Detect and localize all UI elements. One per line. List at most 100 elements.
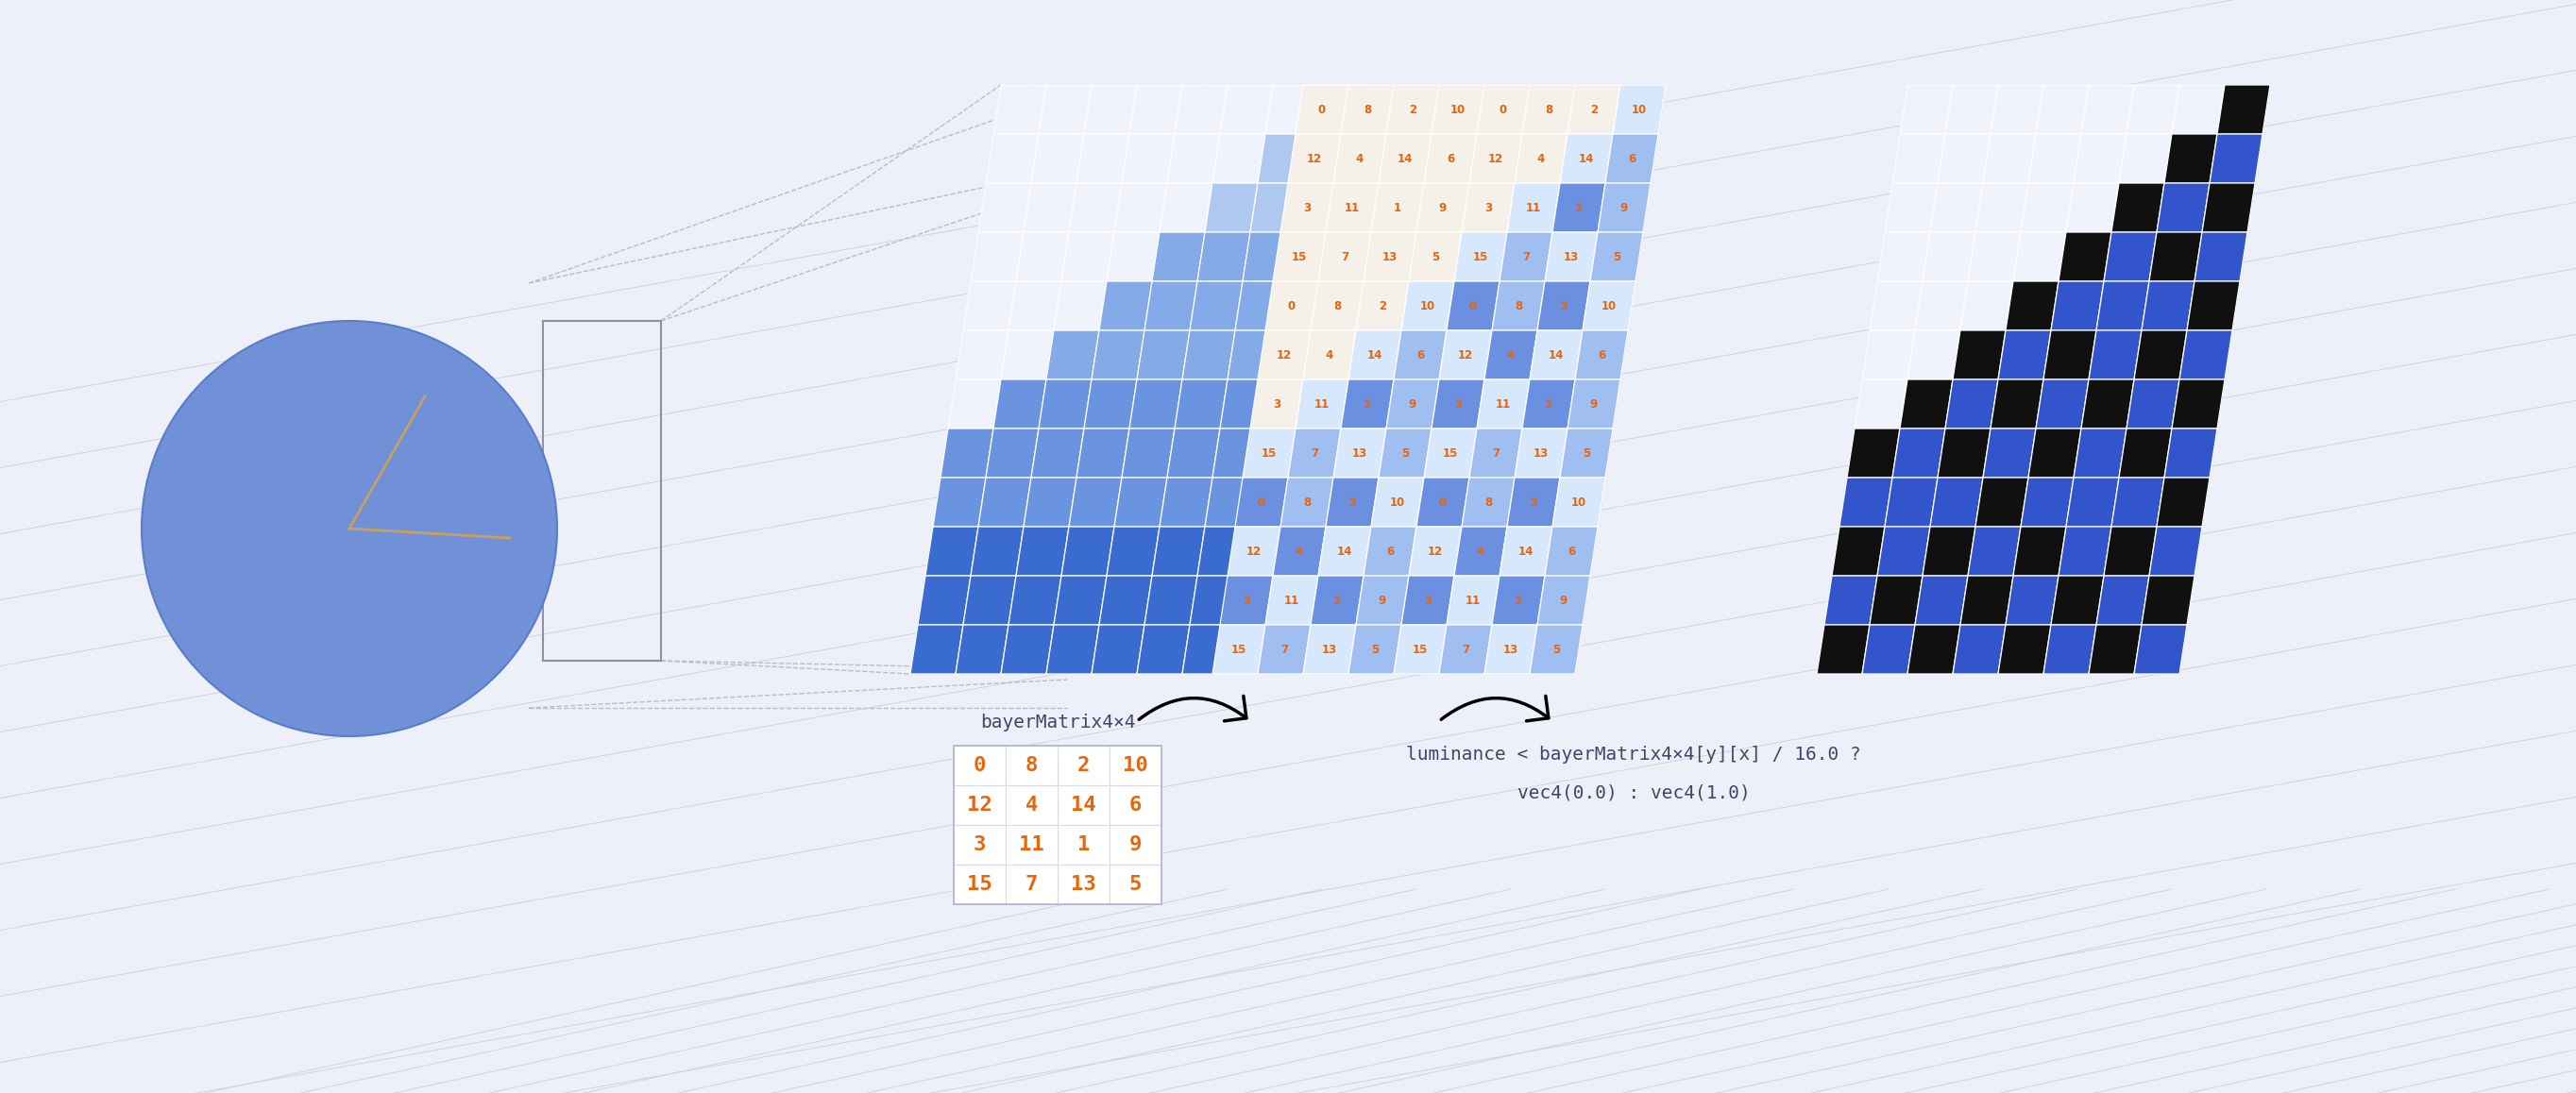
Polygon shape <box>1546 527 1597 576</box>
Polygon shape <box>1929 184 1984 232</box>
Polygon shape <box>1303 134 1355 184</box>
Polygon shape <box>2112 184 2164 232</box>
Polygon shape <box>1862 330 1914 379</box>
Polygon shape <box>1265 379 1319 428</box>
Text: 9: 9 <box>1409 398 1417 410</box>
Text: 5: 5 <box>1432 250 1440 263</box>
Polygon shape <box>1546 232 1597 281</box>
Polygon shape <box>1484 330 1538 379</box>
Polygon shape <box>2105 232 2156 281</box>
Polygon shape <box>1334 428 1386 478</box>
Polygon shape <box>1273 527 1327 576</box>
Polygon shape <box>2058 527 2112 576</box>
Polygon shape <box>1319 232 1370 281</box>
Text: 12: 12 <box>966 796 992 814</box>
Polygon shape <box>1100 576 1151 625</box>
Polygon shape <box>1100 281 1151 330</box>
Polygon shape <box>1077 134 1128 184</box>
Polygon shape <box>1213 428 1265 478</box>
Text: 8: 8 <box>1515 299 1522 312</box>
Polygon shape <box>1108 232 1159 281</box>
Polygon shape <box>1265 576 1319 625</box>
Polygon shape <box>1425 134 1476 184</box>
Polygon shape <box>1108 527 1159 576</box>
Polygon shape <box>1461 184 1515 232</box>
Polygon shape <box>1221 379 1273 428</box>
Polygon shape <box>1968 527 2020 576</box>
Text: 8: 8 <box>1546 104 1553 116</box>
Polygon shape <box>1914 281 1968 330</box>
Polygon shape <box>1484 330 1538 379</box>
Polygon shape <box>1084 379 1136 428</box>
Text: 4: 4 <box>1025 796 1038 814</box>
Polygon shape <box>2043 330 2097 379</box>
Text: 11: 11 <box>1497 398 1512 410</box>
Polygon shape <box>1440 625 1492 674</box>
Text: 1: 1 <box>1334 595 1342 607</box>
Text: 15: 15 <box>1291 250 1306 263</box>
Polygon shape <box>1862 330 1914 379</box>
Polygon shape <box>2202 184 2254 232</box>
Text: 7: 7 <box>1280 644 1288 656</box>
Text: 1: 1 <box>1394 201 1401 214</box>
Text: 14: 14 <box>1368 349 1383 361</box>
Polygon shape <box>1597 184 1651 232</box>
Polygon shape <box>2097 281 2148 330</box>
FancyArrowPatch shape <box>1139 696 1247 721</box>
Polygon shape <box>1440 330 1492 379</box>
Polygon shape <box>979 184 1030 232</box>
Polygon shape <box>1922 527 1976 576</box>
Polygon shape <box>2089 625 2141 674</box>
Polygon shape <box>1522 379 1574 428</box>
Polygon shape <box>1953 330 2007 379</box>
Polygon shape <box>1893 428 1945 478</box>
Polygon shape <box>1288 232 1342 281</box>
Polygon shape <box>1327 184 1378 232</box>
Polygon shape <box>1401 281 1455 330</box>
Polygon shape <box>1855 379 1906 428</box>
Polygon shape <box>1159 478 1213 527</box>
Polygon shape <box>1249 379 1303 428</box>
Polygon shape <box>2128 379 2179 428</box>
Polygon shape <box>1945 379 1999 428</box>
Text: 7: 7 <box>1522 250 1530 263</box>
Text: 9: 9 <box>1620 201 1628 214</box>
Text: 14: 14 <box>1396 152 1412 165</box>
Polygon shape <box>1167 134 1221 184</box>
Polygon shape <box>1984 428 2035 478</box>
Polygon shape <box>1538 281 1589 330</box>
Polygon shape <box>948 379 1002 428</box>
Polygon shape <box>2066 478 2120 527</box>
Polygon shape <box>1265 576 1319 625</box>
Polygon shape <box>2105 232 2156 281</box>
Polygon shape <box>2007 576 2058 625</box>
Polygon shape <box>987 428 1038 478</box>
Polygon shape <box>1206 478 1257 527</box>
Bar <box>953 825 1005 865</box>
Polygon shape <box>1893 428 1945 478</box>
Polygon shape <box>1492 576 1546 625</box>
Polygon shape <box>1038 379 1092 428</box>
Polygon shape <box>2035 379 2089 428</box>
Polygon shape <box>1569 379 1620 428</box>
Polygon shape <box>1878 527 1929 576</box>
Polygon shape <box>1221 576 1273 625</box>
Polygon shape <box>1386 379 1440 428</box>
Polygon shape <box>1234 478 1288 527</box>
Polygon shape <box>909 625 963 674</box>
Polygon shape <box>1425 428 1476 478</box>
Polygon shape <box>2014 527 2066 576</box>
Polygon shape <box>1249 379 1303 428</box>
Polygon shape <box>1023 478 1077 527</box>
Polygon shape <box>979 478 1030 527</box>
Polygon shape <box>1984 134 2035 184</box>
Polygon shape <box>1999 330 2050 379</box>
Polygon shape <box>1870 576 1922 625</box>
Polygon shape <box>1386 379 1440 428</box>
Text: 12: 12 <box>1247 545 1262 557</box>
Polygon shape <box>1960 281 2014 330</box>
Polygon shape <box>2141 576 2195 625</box>
Polygon shape <box>956 330 1007 379</box>
Polygon shape <box>1468 428 1522 478</box>
Polygon shape <box>1937 134 1991 184</box>
